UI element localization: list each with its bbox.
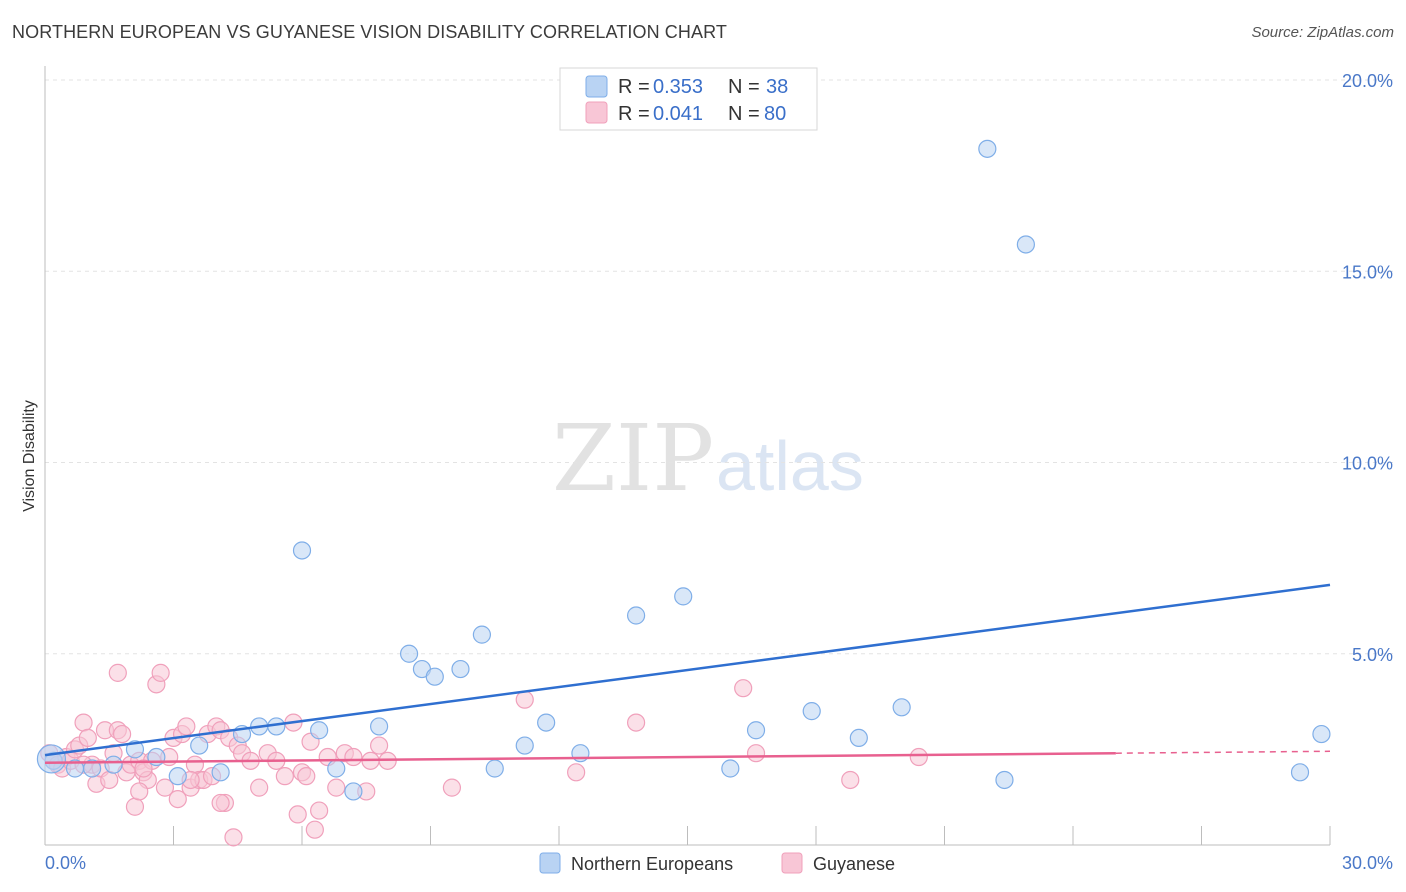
source-label: Source: ZipAtlas.com — [1251, 24, 1394, 41]
y-tick-label-2: 15.0% — [1342, 262, 1393, 282]
northern-point-32 — [892, 698, 911, 717]
northern-point-8 — [211, 763, 230, 782]
y-tick-label-3: 20.0% — [1342, 71, 1393, 91]
northern-point-30 — [802, 702, 821, 721]
series-swatch-northern — [539, 852, 561, 874]
series-swatch-guyanese — [781, 852, 803, 874]
guyanese-point-26 — [151, 663, 170, 682]
guyanese-point-70 — [108, 663, 127, 682]
northern-point-29 — [746, 721, 766, 740]
northern-point-6 — [168, 767, 187, 786]
northern-point-22 — [485, 759, 504, 778]
guyanese-point-62 — [442, 778, 462, 797]
guyanese-point-75 — [297, 767, 316, 786]
northern-point-16 — [370, 717, 389, 736]
y-tick-label-1: 10.0% — [1342, 454, 1393, 474]
guyanese-point-66 — [734, 679, 753, 698]
northern-point-23 — [515, 736, 534, 755]
northern-point-31 — [849, 728, 868, 748]
watermark-zip: ZIP — [552, 405, 714, 512]
legend-n-value-2: 80 — [764, 103, 786, 125]
northern-point-19 — [425, 667, 444, 686]
northern-point-28 — [721, 759, 740, 778]
northern-point-14 — [327, 759, 346, 778]
guyanese-point-50 — [275, 767, 294, 786]
northern-point-12 — [292, 541, 312, 560]
x-tick-label-0: 0.0% — [45, 853, 86, 873]
guyanese-point-56 — [327, 778, 346, 797]
stats-legend: R = 0.353 N = 38 R = 0.041 N = 80 — [559, 67, 818, 131]
trend-lines — [44, 583, 1331, 765]
guyanese-point-34 — [185, 755, 205, 774]
northern-point-4 — [125, 740, 145, 759]
northern-point-7 — [190, 736, 209, 755]
guyanese-point-32 — [177, 717, 196, 736]
legend-n-value-1: 38 — [766, 76, 788, 98]
guyanese-point-71 — [130, 782, 149, 801]
northern-point-17 — [399, 644, 419, 663]
guyanese-point-67 — [746, 744, 766, 763]
legend-n-label-1: N = — [728, 76, 760, 98]
northern-point-24 — [537, 713, 556, 732]
guyanese-point-74 — [288, 805, 307, 824]
northern-point-37 — [1312, 724, 1331, 744]
guyanese-point-54 — [310, 801, 329, 820]
gridlines — [45, 79, 1395, 655]
legend-r-label-1: R = — [618, 76, 650, 98]
northern-cluster-point — [36, 744, 67, 774]
northern-point-2 — [83, 759, 102, 778]
northern-point-36 — [1290, 763, 1310, 782]
series-legend: Northern Europeans Guyanese — [539, 852, 895, 874]
x-tick-label-1: 30.0% — [1342, 853, 1393, 873]
northern-point-33 — [978, 139, 997, 158]
guyanese-point-9 — [78, 728, 97, 748]
legend-swatch-guyanese — [585, 101, 608, 124]
guyanese-point-14 — [100, 770, 119, 790]
northern-point-34 — [995, 770, 1014, 790]
axes — [44, 66, 1331, 846]
guyanese-point-73 — [211, 793, 230, 813]
watermark: ZIP atlas — [552, 405, 864, 512]
guyanese-point-64 — [567, 763, 586, 782]
northern-trend-line — [44, 583, 1331, 757]
guyanese-point-78 — [134, 759, 153, 778]
guyanese-point-58 — [344, 747, 363, 767]
guyanese-point-60 — [370, 736, 389, 755]
northern-point-3 — [104, 755, 123, 774]
guyanese-point-30 — [168, 789, 187, 809]
northern-point-26 — [626, 606, 646, 625]
guyanese-point-63 — [515, 690, 534, 709]
northern-point-20 — [451, 659, 470, 679]
guyanese-point-76 — [305, 820, 324, 839]
legend-n-label-2: N = — [728, 103, 760, 125]
legend-r-value-1: 0.353 — [653, 76, 703, 98]
northern-point-13 — [310, 721, 329, 740]
y-tick-label-0: 5.0% — [1352, 645, 1393, 665]
guyanese-point-68 — [841, 770, 860, 790]
northern-point-21 — [472, 625, 491, 644]
guyanese-point-69 — [909, 747, 928, 767]
watermark-atlas: atlas — [716, 427, 864, 505]
guyanese-trend-line — [44, 751, 1116, 765]
series-label-guyanese: Guyanese — [813, 854, 895, 874]
guyanese-point-47 — [250, 778, 269, 797]
guyanese-point-8 — [74, 713, 93, 732]
guyanese-point-17 — [112, 724, 132, 744]
guyanese-point-65 — [626, 713, 646, 732]
series-label-northern: Northern Europeans — [571, 854, 733, 874]
guyanese-point-27 — [155, 778, 175, 797]
legend-r-label-2: R = — [618, 103, 650, 125]
northern-point-27 — [674, 587, 693, 606]
legend-swatch-northern — [585, 75, 608, 98]
tick-labels: 5.0% 10.0% 15.0% 20.0% 0.0% 30.0% — [45, 71, 1393, 873]
guyanese-point-43 — [224, 828, 243, 847]
legend-r-value-2: 0.041 — [653, 103, 703, 125]
y-axis-label: Vision Disability — [21, 400, 38, 512]
guyanese-trend-extension — [1115, 750, 1331, 754]
guyanese-point-20 — [125, 797, 145, 816]
northern-point-35 — [1016, 235, 1035, 254]
northern-point-15 — [344, 782, 363, 801]
chart-title: NORTHERN EUROPEAN VS GUYANESE VISION DIS… — [12, 22, 727, 42]
